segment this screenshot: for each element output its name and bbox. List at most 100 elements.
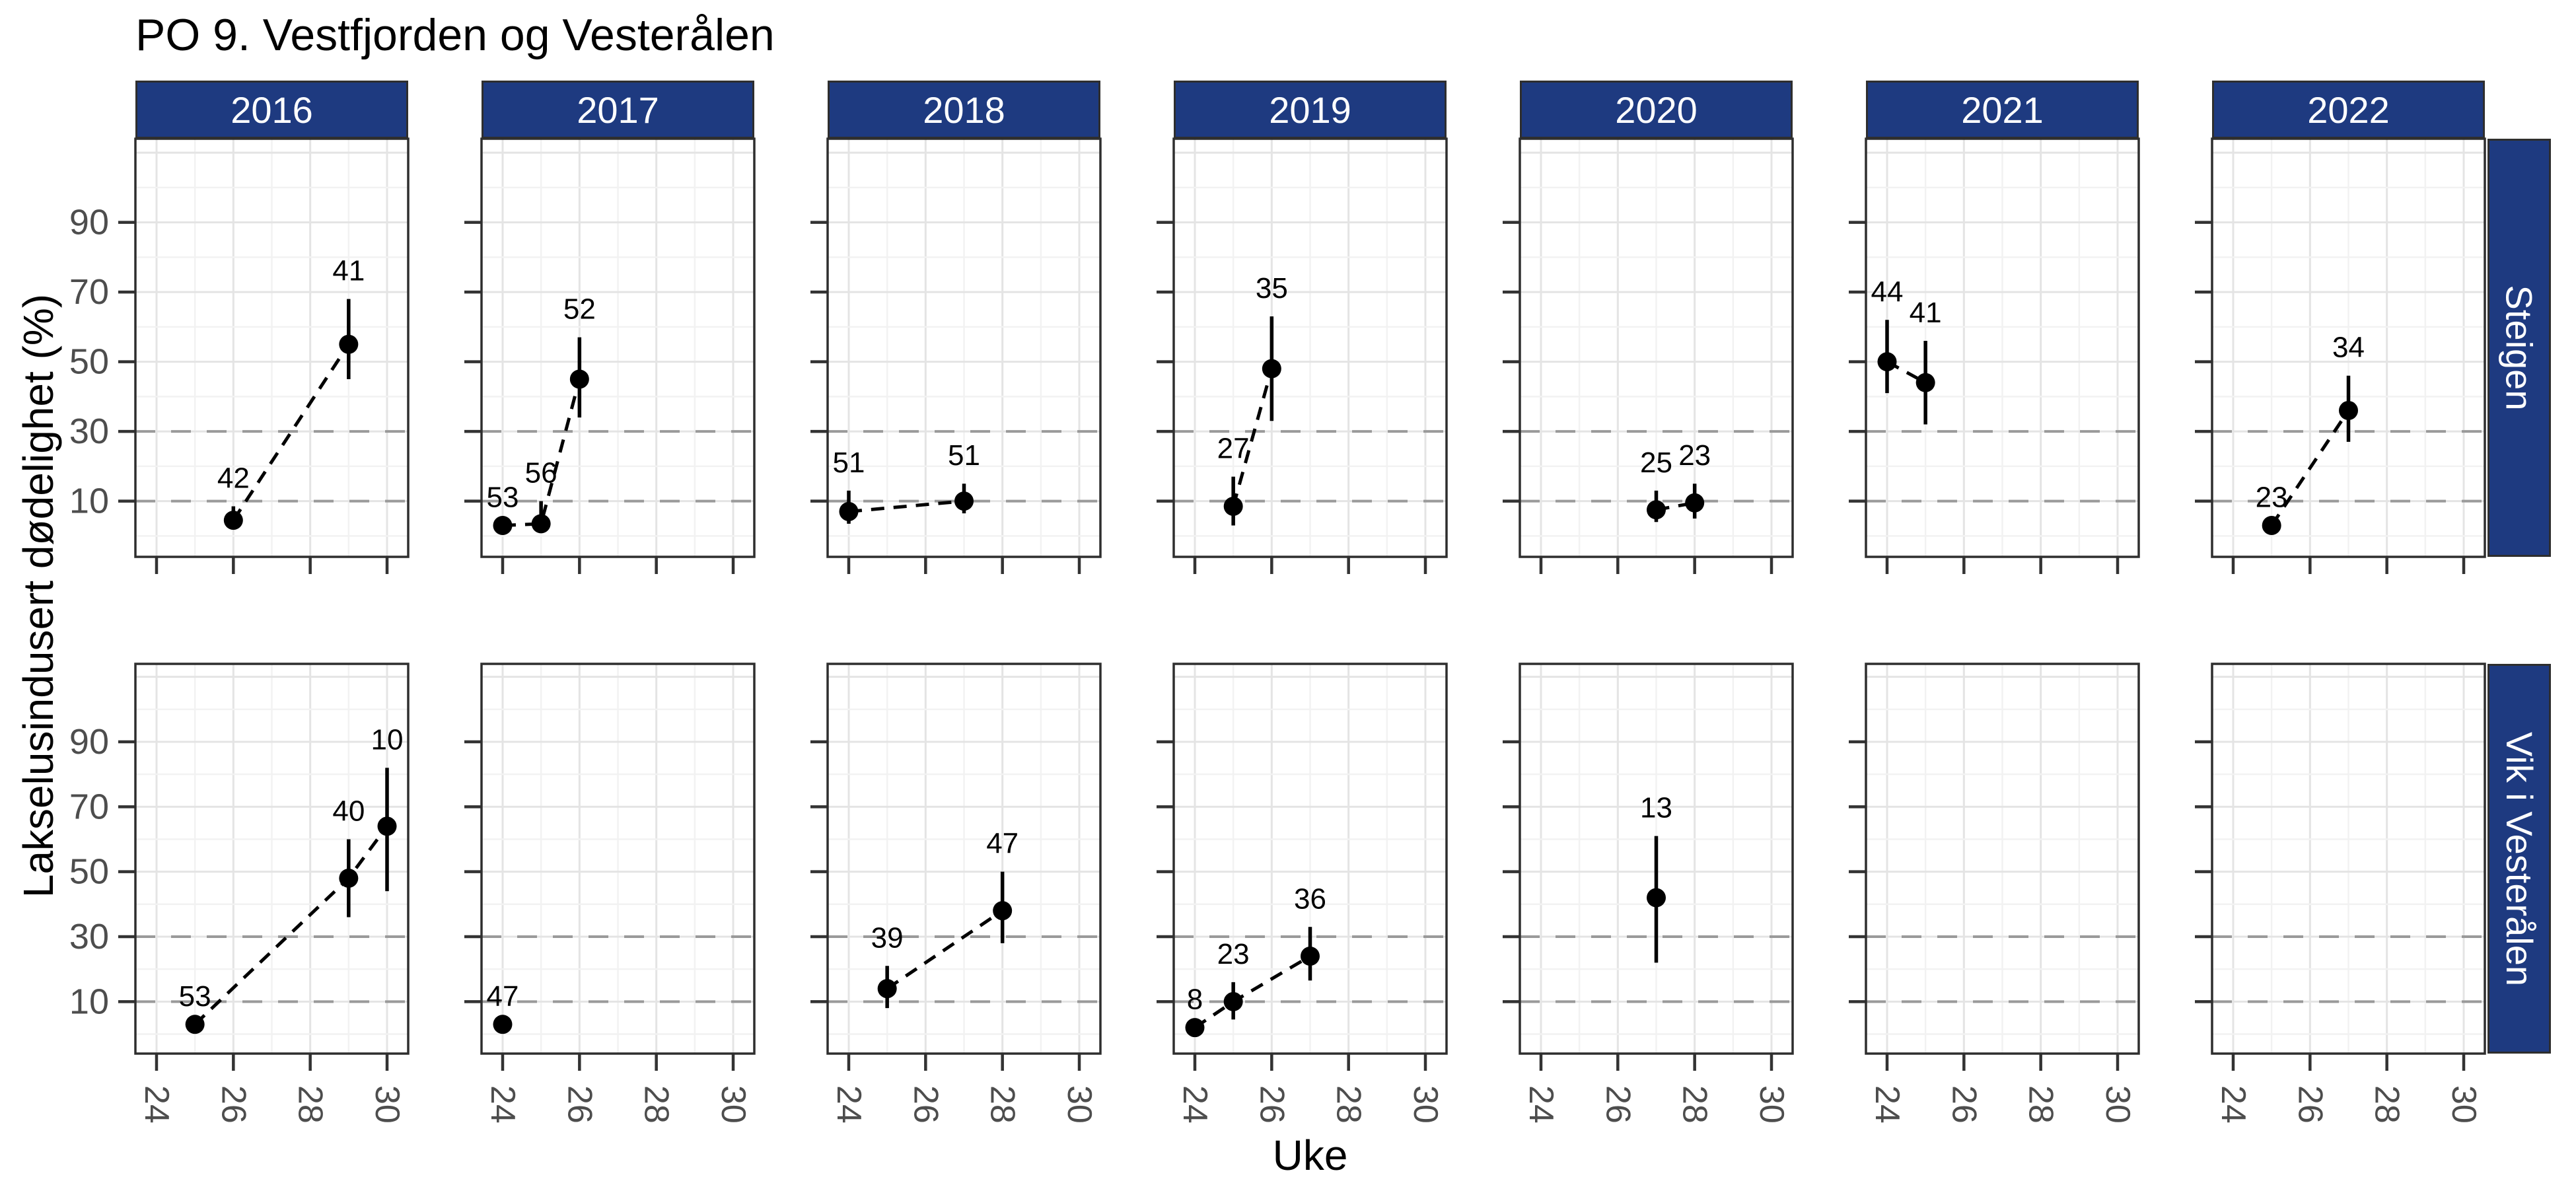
y-axis-title: Lakselusindusert dødelighet (%) — [15, 293, 62, 898]
svg-text:30: 30 — [1060, 1085, 1098, 1124]
svg-text:30: 30 — [1752, 1085, 1791, 1124]
data-point — [1223, 497, 1243, 517]
svg-text:24: 24 — [483, 1085, 522, 1124]
point-count-label: 51 — [948, 439, 980, 472]
facet-strip-year-2017: 2017 — [482, 81, 754, 139]
data-point — [1223, 991, 1243, 1011]
point-count-label: 42 — [217, 462, 250, 495]
svg-text:30: 30 — [1406, 1085, 1445, 1124]
point-count-label: 39 — [871, 921, 904, 954]
svg-text:28: 28 — [291, 1085, 330, 1124]
data-point — [2262, 516, 2281, 536]
facet-strip-year-2018: 2018 — [828, 81, 1100, 139]
y-tick-label: 70 — [69, 272, 109, 312]
data-point — [1685, 493, 1705, 513]
svg-text:28: 28 — [984, 1085, 1022, 1124]
svg-text:30: 30 — [2098, 1085, 2137, 1124]
panel-2021-vik-i-vesterålen: 24 26 28 30 — [1849, 663, 2140, 1124]
svg-text:26: 26 — [214, 1085, 252, 1124]
svg-text:24: 24 — [1868, 1085, 1906, 1124]
panel-2021-steigen: 44 41 — [1849, 137, 2140, 574]
svg-text:28: 28 — [1676, 1085, 1714, 1124]
data-point — [339, 334, 359, 354]
panel-2019-steigen: 27 35 — [1157, 137, 1448, 574]
panel-2018-steigen: 51 51 — [810, 137, 1102, 574]
panel-2017-vik-i-vesterålen: 24 26 28 30 47 — [464, 663, 756, 1124]
point-count-label: 8 — [1187, 984, 1203, 1016]
point-count-label: 13 — [1640, 792, 1672, 824]
point-count-label: 23 — [1678, 439, 1711, 472]
point-count-label: 25 — [1640, 447, 1672, 479]
svg-text:28: 28 — [1330, 1085, 1368, 1124]
facet-strip-year-2022: 2022 — [2212, 81, 2485, 139]
svg-text:24: 24 — [137, 1085, 176, 1124]
point-count-label: 27 — [1217, 433, 1250, 465]
point-count-label: 47 — [487, 980, 519, 1013]
y-tick-label: 90 — [69, 722, 109, 762]
y-tick-label: 70 — [69, 787, 109, 826]
chart-title: PO 9. Vestfjorden og Vesterålen — [135, 10, 775, 60]
y-tick-label: 30 — [69, 412, 109, 451]
data-point — [1647, 500, 1666, 520]
point-count-label: 41 — [1910, 297, 1942, 329]
svg-text:26: 26 — [1945, 1085, 1983, 1124]
panel-2016-steigen: 90 70 50 30 10 42 41 — [69, 137, 410, 574]
point-count-label: 47 — [986, 828, 1019, 860]
data-point — [993, 901, 1013, 921]
svg-text:26: 26 — [1252, 1085, 1291, 1124]
svg-text:26: 26 — [1598, 1085, 1637, 1124]
data-point — [1301, 947, 1320, 966]
data-point — [493, 1015, 513, 1034]
point-count-label: 52 — [563, 293, 596, 326]
y-tick-label: 10 — [69, 482, 109, 521]
data-point — [185, 1015, 205, 1034]
point-count-label: 10 — [371, 723, 404, 756]
facet-strip-location: Steigen — [2487, 139, 2551, 557]
facet-strip-location: Vik i Vesterålen — [2487, 664, 2551, 1054]
svg-text:28: 28 — [637, 1085, 676, 1124]
facet-strip-year-2019: 2019 — [1174, 81, 1447, 139]
data-point — [1877, 352, 1897, 372]
point-count-label: 53 — [487, 482, 519, 514]
point-count-label: 56 — [525, 457, 557, 489]
svg-text:30: 30 — [2445, 1085, 2483, 1124]
point-count-label: 23 — [1217, 938, 1250, 970]
point-count-label: 35 — [1256, 272, 1288, 305]
point-count-label: 51 — [833, 447, 865, 479]
panel-2022-steigen: 23 34 — [2195, 137, 2486, 574]
data-point — [1915, 373, 1935, 392]
svg-text:28: 28 — [2022, 1085, 2060, 1124]
panel-2022-vik-i-vesterålen: 24 26 28 30 — [2195, 663, 2486, 1124]
panel-2017-steigen: 53 56 52 — [464, 137, 756, 574]
panel-2020-vik-i-vesterålen: 24 26 28 30 13 — [1503, 663, 1794, 1124]
point-count-label: 36 — [1294, 883, 1326, 915]
data-point — [569, 369, 589, 389]
svg-text:24: 24 — [1176, 1085, 1214, 1124]
panel-2018-vik-i-vesterålen: 24 26 28 30 39 47 — [810, 663, 1102, 1124]
data-point — [1262, 359, 1281, 378]
svg-text:26: 26 — [2291, 1085, 2329, 1124]
y-tick-label: 30 — [69, 917, 109, 956]
svg-text:26: 26 — [560, 1085, 598, 1124]
panel-2016-vik-i-vesterålen: 24 26 28 30 90 70 50 30 10 53 40 10 — [69, 663, 410, 1124]
y-tick-label: 50 — [69, 342, 109, 382]
point-count-label: 44 — [1871, 275, 1904, 308]
data-point — [377, 816, 397, 836]
facet-strip-year-2020: 2020 — [1520, 81, 1793, 139]
data-point — [1647, 888, 1666, 908]
data-point — [2339, 400, 2358, 420]
panel-2020-steigen: 25 23 — [1503, 137, 1794, 574]
x-axis-title: Uke — [1272, 1132, 1348, 1179]
svg-text:26: 26 — [906, 1085, 945, 1124]
svg-text:30: 30 — [368, 1085, 406, 1124]
data-point — [954, 491, 974, 511]
y-tick-label: 10 — [69, 982, 109, 1021]
svg-text:24: 24 — [1522, 1085, 1560, 1124]
point-count-label: 40 — [332, 795, 365, 828]
svg-text:30: 30 — [714, 1085, 752, 1124]
data-point — [531, 514, 551, 534]
panel-2019-vik-i-vesterålen: 24 26 28 30 8 23 36 — [1157, 663, 1448, 1124]
point-count-label: 23 — [2256, 482, 2288, 514]
point-count-label: 41 — [332, 255, 365, 287]
